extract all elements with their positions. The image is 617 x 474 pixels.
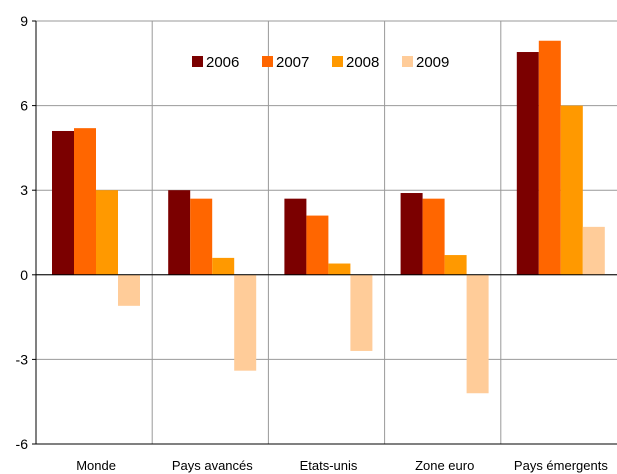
legend-swatch-2006 [192, 56, 203, 67]
legend-label-2009: 2009 [416, 54, 449, 71]
bar-2006-3 [400, 193, 423, 275]
category-label: Monde [76, 458, 116, 473]
bar-2006-2 [284, 198, 307, 275]
bar-2009-0 [118, 274, 140, 306]
bar-2008-3 [444, 255, 467, 275]
bar-2007-1 [190, 198, 213, 275]
bar-2009-4 [582, 226, 605, 275]
bar-2006-0 [52, 130, 74, 275]
bar-2008-0 [96, 190, 118, 275]
y-tick-label: 0 [20, 267, 28, 283]
axes [32, 20, 617, 445]
bar-2009-1 [234, 274, 257, 371]
y-tick-label: -3 [16, 351, 29, 367]
bar-2008-2 [328, 263, 351, 275]
category-label: Pays avancés [172, 458, 253, 473]
category-label: Pays émergents [514, 458, 608, 473]
y-tick-label: 9 [20, 13, 28, 29]
y-tick-label: -6 [16, 436, 29, 452]
y-tick-label: 6 [20, 98, 28, 114]
bar-2006-4 [516, 52, 539, 275]
bar-2007-2 [306, 215, 329, 275]
legend-swatch-2008 [332, 56, 343, 67]
legend: 2006 2007 2008 2009 [192, 54, 449, 71]
y-tick-labels: 9 6 3 0 -3 -6 [16, 13, 29, 452]
legend-label-2008: 2008 [346, 54, 379, 71]
bar-2007-3 [422, 198, 445, 275]
bar-2008-1 [212, 257, 235, 275]
category-label: Zone euro [415, 458, 474, 473]
bar-2009-3 [466, 274, 489, 394]
legend-label-2006: 2006 [206, 54, 239, 71]
bar-2009-2 [350, 274, 373, 351]
legend-swatch-2007 [262, 56, 273, 67]
bar-2007-4 [538, 40, 561, 275]
category-labels: Monde Pays avancés Etats-unis Zone euro Pays… [76, 458, 608, 473]
bar-2006-1 [168, 190, 191, 275]
category-label: Etats-unis [300, 458, 358, 473]
bar-2008-4 [560, 105, 583, 275]
bars [52, 40, 605, 394]
bar-2007-0 [74, 128, 96, 275]
legend-swatch-2009 [402, 56, 413, 67]
legend-label-2007: 2007 [276, 54, 309, 71]
y-tick-label: 3 [20, 182, 28, 198]
